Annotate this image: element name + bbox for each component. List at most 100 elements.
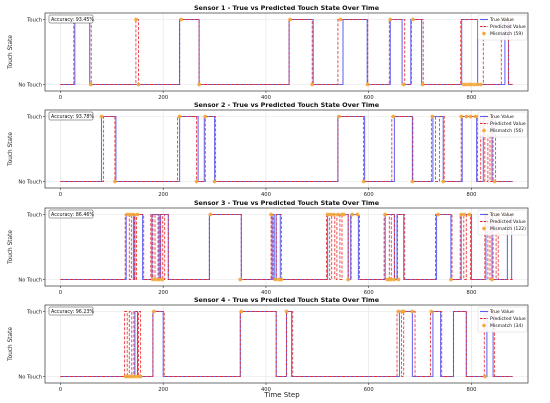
mismatch-point <box>197 82 202 87</box>
sensor-panel-4: Sensor 4 - True vs Predicted Touch State… <box>8 296 529 393</box>
mismatch-point <box>179 17 184 22</box>
x-tick-label: 0 <box>59 290 62 296</box>
axes-frame <box>44 304 529 384</box>
mismatch-point <box>430 114 435 119</box>
mismatch-point <box>429 309 434 314</box>
accuracy-text: Accuracy: 93.45% <box>51 17 94 23</box>
legend-entry: True Value <box>489 212 514 218</box>
mismatch-point <box>490 277 494 282</box>
mismatch-point <box>239 309 244 314</box>
mismatch-point <box>310 82 315 87</box>
x-tick-label: 200 <box>158 95 168 101</box>
mismatch-point <box>365 82 370 87</box>
x-tick-label: 800 <box>467 387 477 393</box>
x-tick-label: 600 <box>364 192 374 198</box>
axes-frame <box>44 12 529 92</box>
mismatch-point <box>459 212 464 217</box>
mismatch-point <box>135 212 140 217</box>
mismatch-point <box>462 212 467 217</box>
mismatch-point <box>131 212 136 217</box>
mismatch-point <box>157 277 161 282</box>
x-tick-label: 600 <box>364 95 374 101</box>
mismatch-point <box>134 17 138 22</box>
x-tick-label: 400 <box>261 387 271 393</box>
mismatch-point <box>392 277 397 282</box>
x-tick-label: 400 <box>261 95 271 101</box>
legend-entry: True Value <box>489 114 514 120</box>
mismatch-point <box>328 212 333 217</box>
mismatch-point <box>194 179 199 184</box>
mismatch-point <box>388 17 393 22</box>
mismatch-point <box>88 82 93 87</box>
mismatch-point <box>482 374 487 379</box>
x-tick-label: 0 <box>59 192 62 198</box>
mismatch-point <box>441 179 446 184</box>
mismatch-point <box>473 114 478 119</box>
mismatch-point <box>284 309 289 314</box>
y-tick-label: Touch <box>26 114 42 120</box>
x-tick-label: 800 <box>467 95 477 101</box>
mismatch-point <box>467 212 472 217</box>
mismatch-point <box>468 114 473 119</box>
mismatch-point <box>459 114 464 119</box>
legend-frame <box>477 111 528 138</box>
y-axis-label: Touch State <box>8 230 14 265</box>
mismatch-point <box>464 114 469 119</box>
mismatch-point <box>350 212 355 217</box>
mismatch-point <box>411 17 415 22</box>
legend-entry: Mismatch (56) <box>490 128 523 134</box>
mismatch-point <box>99 114 104 119</box>
x-tick-label: 0 <box>59 95 62 101</box>
x-tick-label: 200 <box>158 387 168 393</box>
legend-frame <box>477 209 528 236</box>
mismatch-point <box>436 212 440 217</box>
y-tick-label: Touch <box>26 17 42 23</box>
mismatch-point <box>288 17 292 22</box>
panel-title: Sensor 1 - True vs Predicted Touch State… <box>194 4 380 12</box>
x-tick-label: 400 <box>261 290 271 296</box>
axes-frame <box>44 207 529 287</box>
mismatch-point <box>177 114 182 119</box>
x-tick-label: 200 <box>158 290 168 296</box>
accuracy-text: Accuracy: 93.78% <box>51 114 94 120</box>
y-tick-label: Touch <box>26 212 42 218</box>
mismatch-point <box>151 277 155 282</box>
mismatch-point <box>469 82 474 87</box>
legend-swatch-mismatch <box>482 226 486 231</box>
mismatch-point <box>338 17 343 22</box>
mismatch-point <box>125 212 130 217</box>
sensor-panel-2: Sensor 2 - True vs Predicted Touch State… <box>8 101 529 198</box>
mismatch-point <box>391 114 396 119</box>
accuracy-box: Accuracy: 96.23% <box>48 306 94 316</box>
mismatch-point <box>478 82 483 87</box>
accuracy-text: Accuracy: 96.23% <box>51 309 94 315</box>
accuracy-text: Accuracy: 86.46% <box>51 212 94 218</box>
legend-entry: Predicted Value <box>490 219 526 225</box>
y-tick-label: No Touch <box>18 277 42 283</box>
x-tick-label: 400 <box>261 192 271 198</box>
legend-frame <box>477 306 528 333</box>
legend-swatch-mismatch <box>482 128 486 133</box>
mismatch-point <box>396 309 401 314</box>
mismatch-point <box>279 277 284 282</box>
x-tick-label: 600 <box>364 290 374 296</box>
sensor-panel-1: Sensor 1 - True vs Predicted Touch State… <box>8 4 529 101</box>
accuracy-box: Accuracy: 86.46% <box>48 209 94 219</box>
mismatch-point <box>212 179 217 184</box>
x-tick-label: 200 <box>158 192 168 198</box>
x-tick-label: 800 <box>467 192 477 198</box>
mismatch-point <box>401 309 406 314</box>
legend-entry: Predicted Value <box>490 24 526 30</box>
mismatch-point <box>238 277 243 282</box>
panel-title: Sensor 2 - True vs Predicted Touch State… <box>194 101 380 109</box>
mismatch-point <box>154 277 158 282</box>
mismatch-point <box>342 212 346 217</box>
y-tick-label: No Touch <box>18 179 42 185</box>
mismatch-point <box>464 82 469 87</box>
axes-frame <box>44 109 529 189</box>
accuracy-box: Accuracy: 93.45% <box>48 14 94 24</box>
legend-entry: Predicted Value <box>490 121 526 127</box>
